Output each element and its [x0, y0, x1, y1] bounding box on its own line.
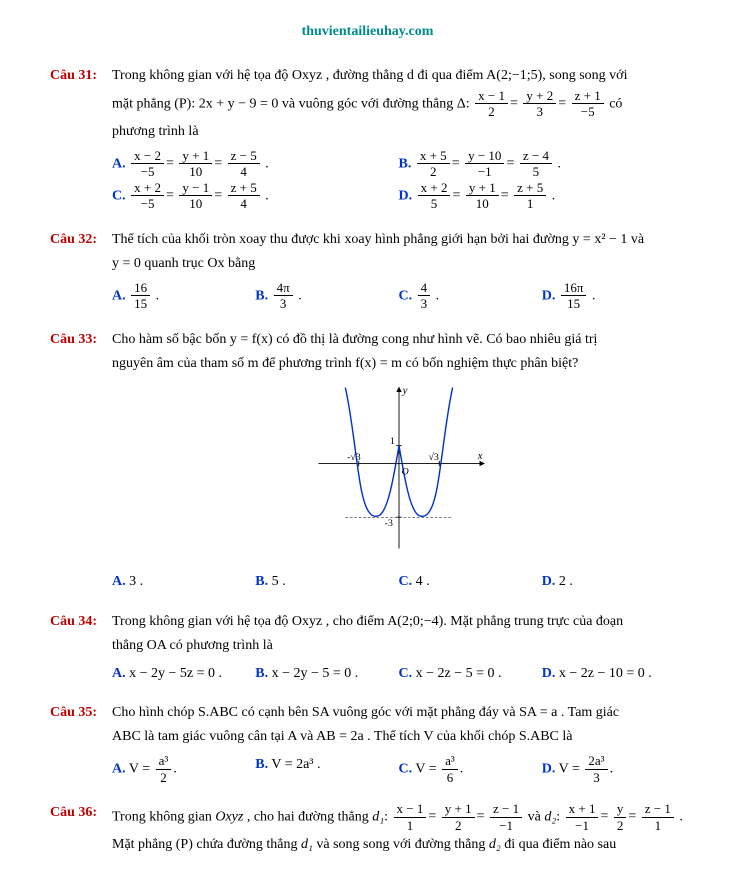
question-label: Câu 36:: [50, 801, 112, 825]
text-line: Thể tích của khối tròn xoay thu được khi…: [112, 232, 644, 247]
question-label: Câu 31:: [50, 64, 112, 88]
option-b: B. V = 2a³ .: [255, 753, 398, 785]
text-line: Cho hàm số bậc bốn y = f(x) có đồ thị là…: [112, 332, 597, 347]
text-line: Trong không gian với hệ tọa độ Oxyz , đư…: [112, 68, 627, 83]
question-body: Cho hàm số bậc bốn y = f(x) có đồ thị là…: [112, 328, 685, 594]
question-35: Câu 35: Cho hình chóp S.ABC có cạnh bên …: [50, 701, 685, 785]
text-line: thẳng OA có phương trình là: [112, 638, 273, 653]
option-a: A. x − 2−5= y + 110= z − 54 .: [112, 148, 399, 180]
option-d: D. 2 .: [542, 570, 685, 594]
question-34: Câu 34: Trong không gian với hệ tọa độ O…: [50, 610, 685, 685]
option-c: C. x − 2z − 5 = 0 .: [399, 662, 542, 686]
question-body: Cho hình chóp S.ABC có cạnh bên SA vuông…: [112, 701, 685, 785]
text-line: có: [609, 96, 622, 111]
options: A. x − 2−5= y + 110= z − 54 . B. x + 52=…: [112, 148, 685, 212]
question-body: Trong không gian với hệ tọa độ Oxyz , đư…: [112, 64, 685, 212]
quartic-graph: y x -√3 √3 1 -3 O: [309, 383, 489, 553]
option-a: A. 3 .: [112, 570, 255, 594]
option-c: C. V = a³6.: [399, 753, 542, 785]
option-c: C. x + 2−5= y − 110= z + 54 .: [112, 180, 399, 212]
question-label: Câu 33:: [50, 328, 112, 352]
options: A. x − 2y − 5z = 0 . B. x − 2y − 5 = 0 .…: [112, 662, 685, 686]
option-a: A. V = a³2.: [112, 753, 255, 785]
option-a: A. 1615 .: [112, 280, 255, 312]
options: A. V = a³2. B. V = 2a³ . C. V = a³6. D. …: [112, 753, 685, 785]
option-d: D. x + 25= y + 110= z + 51 .: [399, 180, 686, 212]
options: A. 1615 . B. 4π3 . C. 43 . D. 16π15 .: [112, 280, 685, 312]
text-line: mặt phẳng (P): 2x + y − 9 = 0 và vuông g…: [112, 96, 470, 111]
graph: y x -√3 √3 1 -3 O: [112, 383, 685, 562]
question-33: Câu 33: Cho hàm số bậc bốn y = f(x) có đ…: [50, 328, 685, 594]
svg-text:x: x: [476, 450, 482, 462]
question-32: Câu 32: Thể tích của khối tròn xoay thu …: [50, 228, 685, 312]
question-label: Câu 32:: [50, 228, 112, 252]
option-c: C. 43 .: [399, 280, 542, 312]
svg-text:-3: -3: [384, 518, 392, 529]
text-line: y = 0 quanh trục Ox bằng: [112, 256, 255, 271]
text-line: Cho hình chóp S.ABC có cạnh bên SA vuông…: [112, 705, 619, 720]
question-label: Câu 34:: [50, 610, 112, 634]
text-line: Trong không gian với hệ tọa độ Oxyz , ch…: [112, 614, 623, 629]
text-line: Mặt phẳng (P) chứa đường thẳng: [112, 837, 301, 852]
svg-text:1: 1: [390, 436, 395, 447]
option-b: B. 5 .: [255, 570, 398, 594]
question-label: Câu 35:: [50, 701, 112, 725]
text-line: Trong không gian: [112, 809, 215, 824]
svg-text:-√3: -√3: [347, 452, 361, 463]
question-body: Trong không gian Oxyz , cho hai đường th…: [112, 801, 685, 857]
option-a: A. x − 2y − 5z = 0 .: [112, 662, 255, 686]
svg-text:√3: √3: [428, 452, 438, 463]
svg-text:y: y: [401, 385, 407, 397]
option-d: D. x − 2z − 10 = 0 .: [542, 662, 685, 686]
option-b: B. x − 2y − 5 = 0 .: [255, 662, 398, 686]
text-line: phương trình là: [112, 124, 199, 139]
question-body: Trong không gian với hệ tọa độ Oxyz , ch…: [112, 610, 685, 685]
question-31: Câu 31: Trong không gian với hệ tọa độ O…: [50, 64, 685, 212]
option-b: B. x + 52= y − 10−1= z − 45 .: [399, 148, 686, 180]
option-d: D. 16π15 .: [542, 280, 685, 312]
text-line: ABC là tam giác vuông cân tại A và AB = …: [112, 729, 573, 744]
page-header: thuvientailieuhay.com: [50, 20, 685, 44]
svg-text:O: O: [401, 467, 408, 478]
option-b: B. 4π3 .: [255, 280, 398, 312]
option-d: D. V = 2a³3.: [542, 753, 685, 785]
option-c: C. 4 .: [399, 570, 542, 594]
question-36: Câu 36: Trong không gian Oxyz , cho hai …: [50, 801, 685, 857]
options: A. 3 . B. 5 . C. 4 . D. 2 .: [112, 570, 685, 594]
text-line: nguyên âm của tham số m để phương trình …: [112, 356, 578, 371]
question-body: Thể tích của khối tròn xoay thu được khi…: [112, 228, 685, 312]
